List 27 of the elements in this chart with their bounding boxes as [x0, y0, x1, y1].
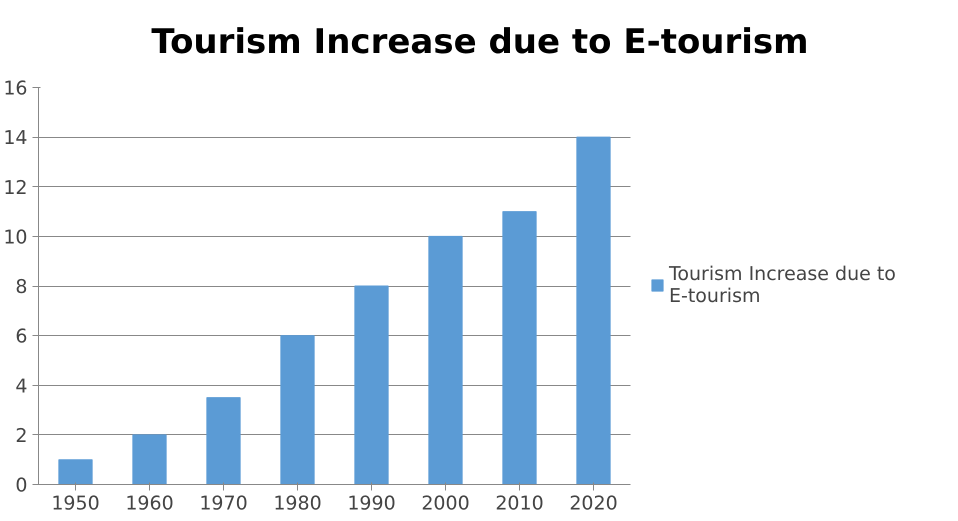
x-tick-label: 2010 [495, 492, 544, 514]
bar [502, 210, 537, 484]
legend-label: Tourism Increase due to E-tourism [669, 263, 896, 308]
x-tick-label: 2020 [569, 492, 618, 514]
x-tick-label: 1990 [347, 492, 396, 514]
x-tick-label: 1980 [273, 492, 322, 514]
chart-title: Tourism Increase due to E-tourism [151, 21, 809, 64]
y-tick-label: 12 [3, 176, 28, 198]
x-tick-label: 1970 [199, 492, 248, 514]
y-tick-label: 4 [15, 374, 28, 397]
y-tick-label: 10 [3, 226, 28, 248]
y-tick-label: 8 [15, 276, 28, 298]
y-tick-label: 16 [3, 77, 28, 100]
y-tick-label: 14 [3, 126, 28, 149]
bar [428, 235, 463, 484]
bar [576, 136, 611, 484]
bar [206, 396, 241, 484]
y-tick-label: 6 [15, 325, 28, 348]
y-tick-label: 0 [15, 474, 28, 496]
y-tick-label: 2 [15, 424, 28, 446]
bar [58, 458, 93, 484]
bar [354, 285, 389, 484]
x-tick-label: 1950 [51, 492, 100, 514]
x-tick-label: 1960 [125, 492, 174, 514]
bar [280, 334, 315, 484]
bar [132, 434, 167, 484]
x-tick-label: 2000 [421, 492, 470, 514]
